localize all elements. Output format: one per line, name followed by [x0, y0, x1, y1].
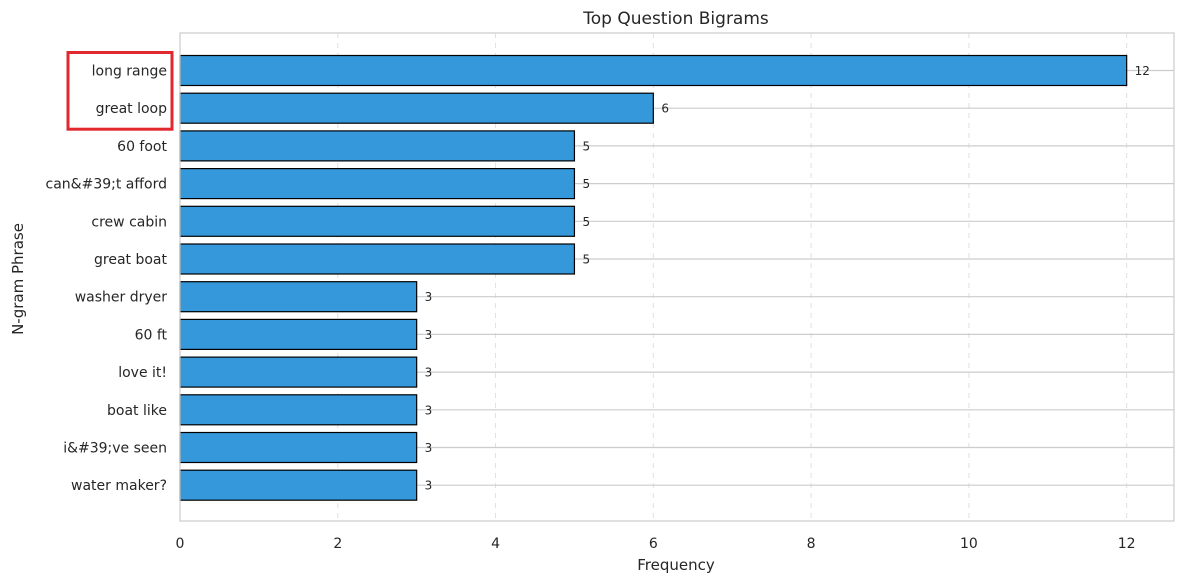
x-tick-label: 4 — [491, 536, 500, 552]
x-tick-label: 12 — [1118, 536, 1136, 552]
data-label: 5 — [582, 177, 590, 191]
data-label: 3 — [425, 441, 433, 455]
bar — [179, 130, 576, 162]
y-tick-label: 60 foot — [117, 139, 167, 155]
bars — [179, 54, 1128, 501]
bar — [179, 318, 418, 350]
highlight-box — [66, 51, 174, 131]
x-tick-label: 2 — [333, 536, 342, 552]
y-tick-label: water maker? — [71, 478, 167, 494]
data-label: 3 — [425, 403, 433, 417]
data-label: 6 — [661, 102, 669, 116]
y-tick-label: i&#39;ve seen — [63, 441, 167, 457]
bar — [179, 431, 418, 464]
ticks: 0 2 4 6 8 10 12 long range great loop 60 foot can&… — [46, 64, 1136, 553]
data-label: 5 — [582, 139, 590, 153]
y-tick-label: great loop — [96, 101, 167, 117]
bar — [179, 54, 1128, 87]
bar — [179, 356, 418, 388]
bar — [179, 469, 418, 501]
data-label: 3 — [425, 328, 433, 342]
bar — [179, 243, 576, 275]
bar — [179, 205, 576, 237]
y-tick-label: crew cabin — [91, 214, 167, 230]
chart-title: Top Question Bigrams — [582, 9, 769, 29]
data-label: 5 — [582, 253, 590, 267]
y-tick-label: 60 ft — [135, 327, 168, 343]
bar — [179, 281, 418, 313]
data-labels: 12 6 5 5 5 5 3 3 3 3 3 3 — [425, 64, 1150, 493]
y-tick-label: can&#39;t afford — [46, 177, 167, 193]
y-tick-label: great boat — [94, 252, 167, 268]
bar — [179, 92, 654, 124]
data-label: 5 — [582, 215, 590, 229]
y-axis-label: N-gram Phrase — [9, 223, 27, 335]
bar — [179, 394, 418, 426]
x-axis-label: Frequency — [637, 556, 715, 574]
y-tick-label: washer dryer — [75, 290, 168, 306]
y-tick-label: boat like — [107, 403, 167, 419]
x-tick-label: 10 — [960, 536, 978, 552]
x-tick-label: 6 — [649, 536, 658, 552]
data-label: 3 — [425, 290, 433, 304]
y-tick-label: love it! — [118, 365, 167, 381]
x-tick-label: 8 — [807, 536, 816, 552]
plot-frame — [179, 32, 1175, 522]
data-label: 3 — [425, 366, 433, 380]
data-label: 3 — [425, 479, 433, 493]
y-tick-label: long range — [92, 64, 167, 80]
data-label: 12 — [1135, 64, 1150, 78]
x-tick-label: 0 — [176, 536, 185, 552]
bar — [179, 168, 576, 200]
